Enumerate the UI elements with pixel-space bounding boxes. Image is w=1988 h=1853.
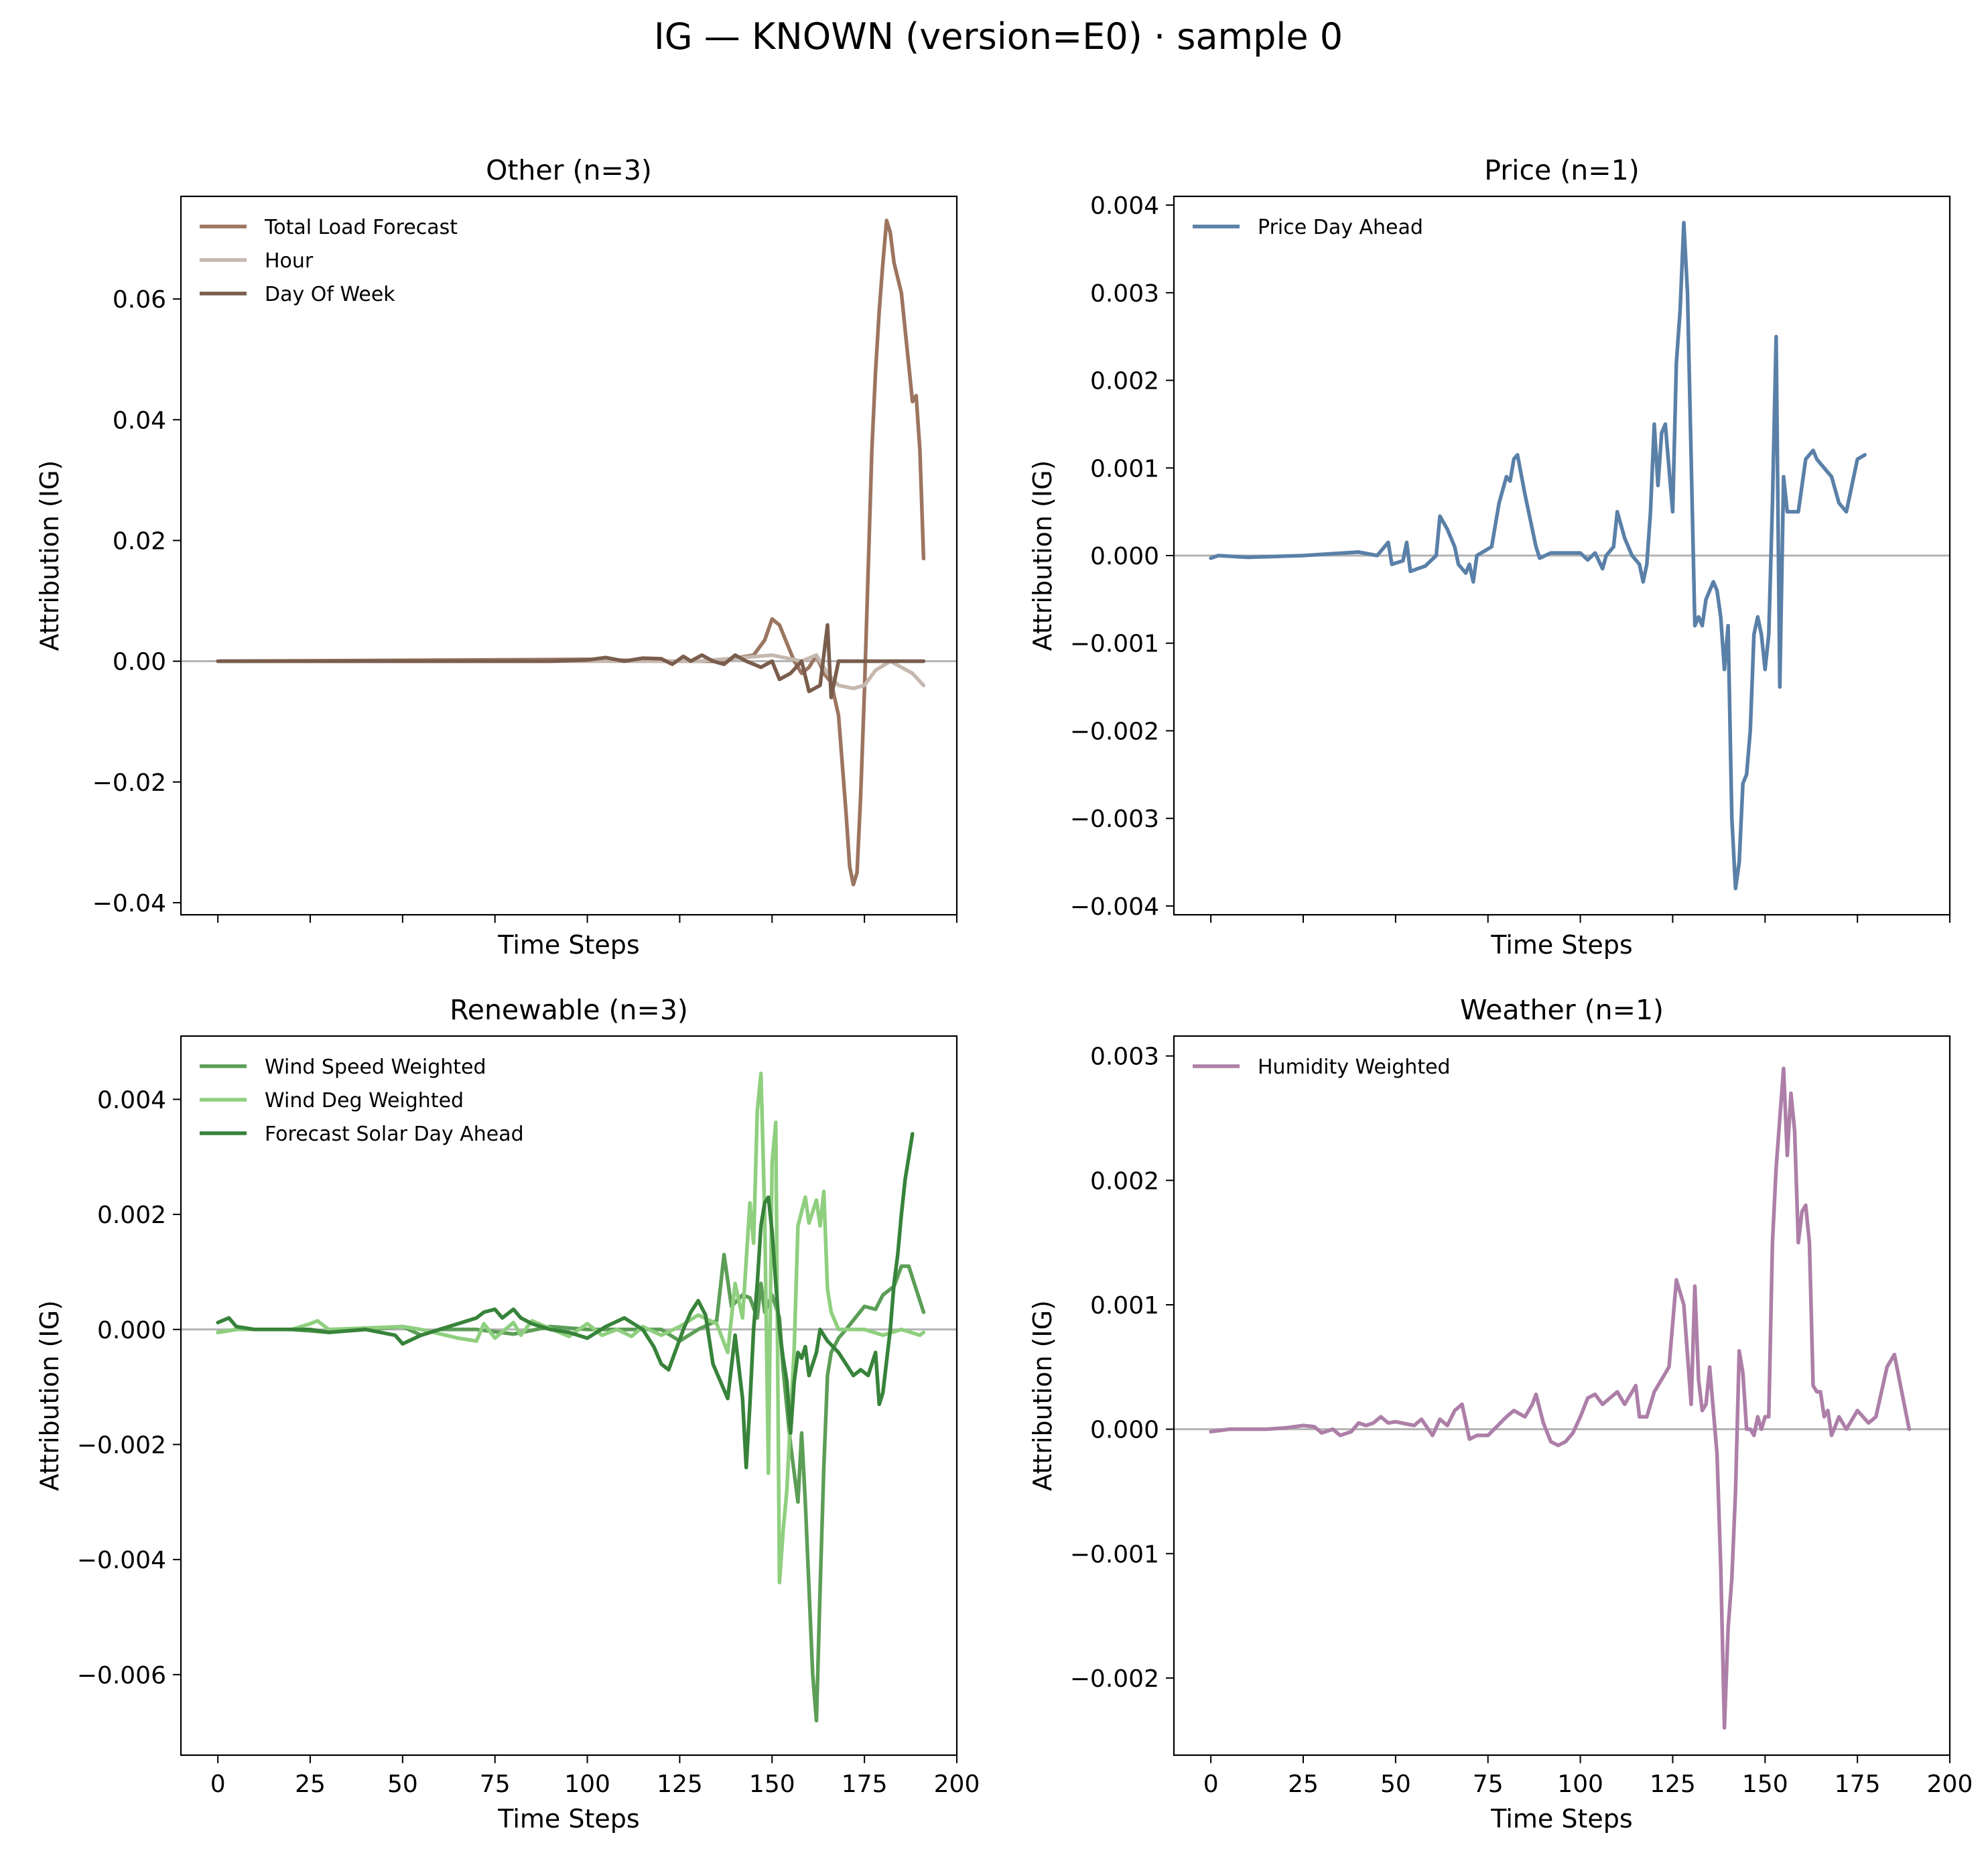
axes-frame xyxy=(180,195,958,916)
subplot-1: −0.04 −0.02 0.00 0.02 0.04 0.06 Other (n=3) Tim… xyxy=(35,154,958,960)
x-tick-label: 50 xyxy=(1380,1771,1411,1798)
legend-label: Day Of Week xyxy=(265,283,395,306)
series-line-2 xyxy=(216,1072,926,1585)
legend-label: Wind Speed Weighted xyxy=(265,1056,486,1079)
legend: Wind Speed Weighted Wind Deg Weighted Fore… xyxy=(200,1056,524,1146)
x-axis-label: Time Steps xyxy=(1490,930,1632,960)
y-tick-label: 0.04 xyxy=(113,407,166,434)
x-tick-label: 50 xyxy=(387,1771,418,1798)
y-tick-label: 0.000 xyxy=(97,1317,166,1344)
series-group xyxy=(1209,1066,1912,1730)
x-tick-label: 150 xyxy=(1742,1771,1788,1798)
y-tick-label: 0.004 xyxy=(97,1086,166,1114)
y-tick-label: 0.000 xyxy=(1090,543,1159,570)
y-tick-label: −0.002 xyxy=(1070,718,1159,745)
subplot-2: −0.004 −0.003 −0.002 −0.001 0.000 0.001 0.002 0… xyxy=(1028,154,1951,960)
series-line-2 xyxy=(216,653,926,690)
series-group xyxy=(216,1072,926,1723)
legend: Humidity Weighted xyxy=(1193,1056,1451,1079)
series-line-1 xyxy=(216,218,926,887)
subplots: −0.04 −0.02 0.00 0.02 0.04 0.06 Other (n=3) Tim… xyxy=(35,154,1973,1834)
y-axis-label: Attribution (IG) xyxy=(35,1300,64,1491)
y-tick-label: −0.002 xyxy=(1070,1665,1159,1693)
y-axis-label: Attribution (IG) xyxy=(35,460,64,651)
x-tick-label: 0 xyxy=(210,1771,226,1798)
subplot-title: Renewable (n=3) xyxy=(450,994,688,1026)
subplot-4: 0 25 50 75 100 125 150 175 200 −0.002 −0.001 0.000 0… xyxy=(1028,994,1973,1834)
y-tick-label: 0.003 xyxy=(1090,1043,1159,1071)
subplot-title: Price (n=1) xyxy=(1484,154,1639,186)
y-axis-label: Attribution (IG) xyxy=(1028,460,1057,651)
x-axis-label: Time Steps xyxy=(497,930,639,960)
legend-label: Humidity Weighted xyxy=(1258,1056,1451,1079)
x-axis-label: Time Steps xyxy=(1490,1804,1632,1834)
y-tick-label: −0.003 xyxy=(1070,806,1159,833)
subplot-title: Other (n=3) xyxy=(486,154,652,186)
subplot-3: 0 25 50 75 100 125 150 175 200 −0.006 −0.004 −0.002… xyxy=(35,994,980,1834)
y-tick-label: 0.06 xyxy=(113,286,166,314)
x-tick-label: 125 xyxy=(1650,1771,1696,1798)
y-tick-label: −0.02 xyxy=(92,769,166,797)
legend: Total Load Forecast Hour Day Of Week xyxy=(200,216,458,306)
series-line-1 xyxy=(216,1253,926,1723)
legend: Price Day Ahead xyxy=(1193,216,1423,239)
axes-frame xyxy=(180,1035,958,1756)
y-tick-label: −0.04 xyxy=(92,890,166,917)
series-line-1 xyxy=(1209,220,1867,891)
y-tick-label: 0.001 xyxy=(1090,1292,1159,1320)
legend-label: Forecast Solar Day Ahead xyxy=(265,1123,524,1146)
y-tick-label: 0.000 xyxy=(1090,1417,1159,1444)
series-line-3 xyxy=(216,1132,915,1470)
y-tick-label: −0.001 xyxy=(1070,631,1159,658)
x-tick-label: 0 xyxy=(1203,1771,1219,1798)
series-group xyxy=(1209,220,1867,891)
y-tick-label: −0.004 xyxy=(77,1547,166,1574)
x-axis-label: Time Steps xyxy=(497,1804,639,1834)
x-tick-label: 175 xyxy=(842,1771,888,1798)
x-tick-label: 75 xyxy=(1473,1771,1504,1798)
x-tick-label: 25 xyxy=(295,1771,326,1798)
y-tick-label: −0.001 xyxy=(1070,1541,1159,1568)
series-line-1 xyxy=(1209,1066,1912,1730)
y-tick-label: −0.002 xyxy=(77,1431,166,1459)
x-tick-label: 100 xyxy=(1557,1771,1603,1798)
x-tick-label: 25 xyxy=(1288,1771,1319,1798)
y-tick-label: 0.02 xyxy=(113,527,166,555)
series-group xyxy=(216,218,926,887)
y-tick-label: −0.004 xyxy=(1070,893,1159,921)
y-tick-label: 0.002 xyxy=(1090,1167,1159,1195)
x-tick-label: 125 xyxy=(657,1771,703,1798)
x-tick-label: 100 xyxy=(564,1771,610,1798)
y-tick-label: 0.001 xyxy=(1090,455,1159,483)
x-tick-label: 200 xyxy=(1927,1771,1973,1798)
axes-frame xyxy=(1173,1035,1951,1756)
y-tick-label: 0.004 xyxy=(1090,192,1159,220)
legend-label: Price Day Ahead xyxy=(1258,216,1423,239)
legend-label: Hour xyxy=(265,249,314,273)
y-axis-label: Attribution (IG) xyxy=(1028,1300,1057,1491)
y-tick-label: −0.006 xyxy=(77,1662,166,1689)
legend-label: Total Load Forecast xyxy=(264,216,458,239)
series-line-3 xyxy=(216,623,926,700)
subplot-title: Weather (n=1) xyxy=(1460,994,1664,1026)
figure-title: IG — KNOWN (version=E0) · sample 0 xyxy=(654,15,1343,58)
y-tick-label: 0.002 xyxy=(1090,368,1159,395)
x-tick-label: 175 xyxy=(1835,1771,1881,1798)
y-tick-label: 0.00 xyxy=(113,649,166,676)
legend-label: Wind Deg Weighted xyxy=(265,1089,464,1112)
y-tick-label: 0.003 xyxy=(1090,280,1159,308)
x-tick-label: 200 xyxy=(934,1771,980,1798)
x-tick-label: 75 xyxy=(480,1771,511,1798)
x-tick-label: 150 xyxy=(749,1771,795,1798)
y-tick-label: 0.002 xyxy=(97,1202,166,1229)
